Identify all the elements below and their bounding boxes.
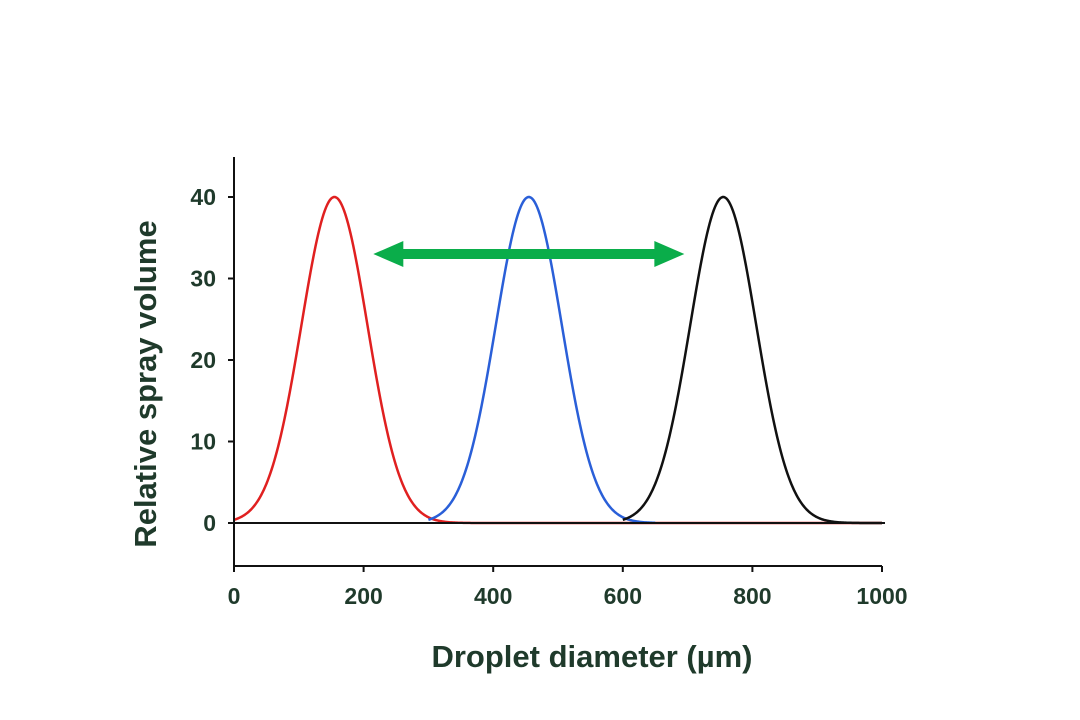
x-tick-label: 0 xyxy=(228,583,241,609)
y-tick-label: 30 xyxy=(190,266,216,292)
y-tick-label: 10 xyxy=(190,429,216,455)
y-tick-label: 40 xyxy=(190,184,216,210)
x-tick-label: 600 xyxy=(604,583,642,609)
series-2-curve xyxy=(428,195,656,525)
range-double-arrow xyxy=(373,241,685,268)
series-1-curve xyxy=(233,195,882,525)
plot-area xyxy=(233,195,882,525)
x-tick-label: 800 xyxy=(733,583,771,609)
y-axis-title: Relative spray volume xyxy=(128,220,163,547)
y-tick-label: 20 xyxy=(190,347,216,373)
arrow-shape xyxy=(373,241,685,268)
x-axis-title: Droplet diameter (µm) xyxy=(431,639,752,674)
x-tick-label: 400 xyxy=(474,583,512,609)
x-tick-label: 200 xyxy=(344,583,382,609)
x-tick-label: 1000 xyxy=(856,583,907,609)
y-tick-label: 0 xyxy=(203,510,216,536)
